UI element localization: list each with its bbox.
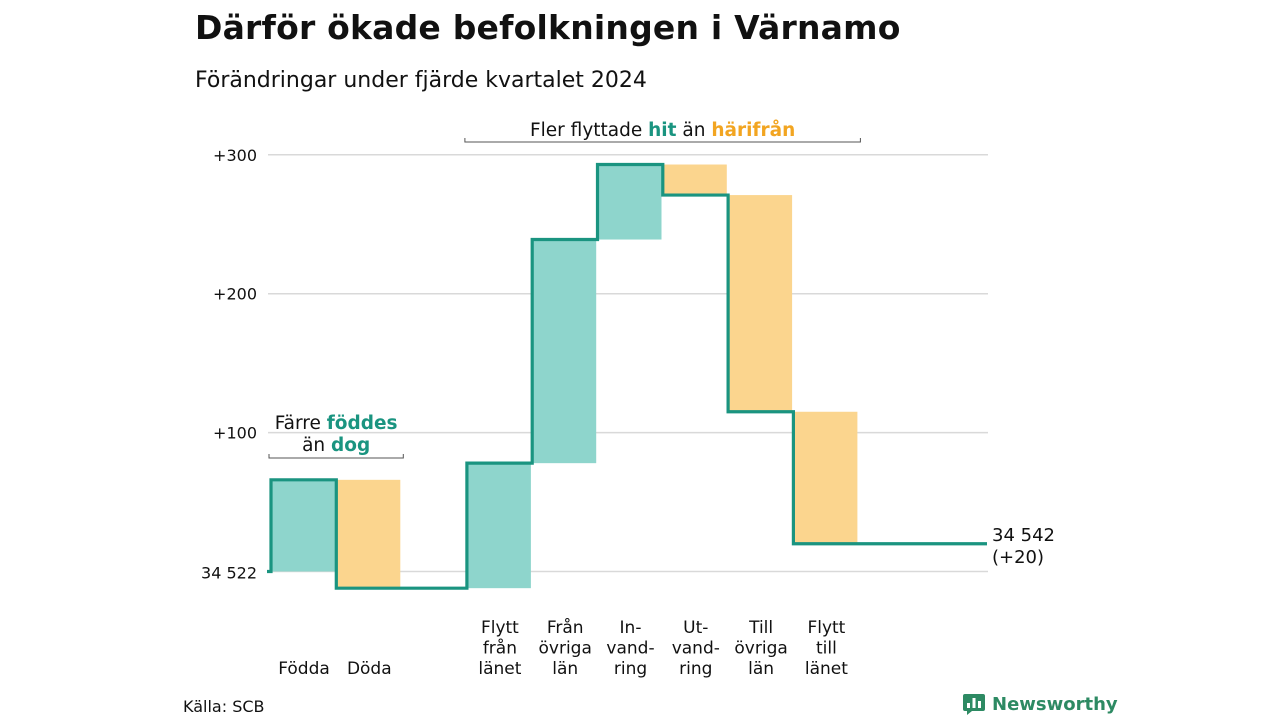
annotation-bracket [268, 454, 404, 459]
waterfall-bar [532, 239, 597, 464]
y-tick-label: +100 [213, 424, 257, 443]
category-label: övriga [734, 639, 787, 659]
category-label: länet [805, 659, 848, 679]
brand-name: Newsworthy [992, 693, 1118, 715]
category-label: Döda [347, 659, 392, 679]
y-tick-label: +300 [213, 146, 257, 165]
waterfall-bar [662, 164, 727, 196]
category-label: ring [679, 659, 712, 679]
end-value-label: (+20) [992, 547, 1044, 568]
waterfall-bar [271, 479, 335, 572]
annotation-text: Fler flyttade hit än härifrån [530, 119, 795, 141]
category-label: vand- [606, 639, 654, 659]
annotation-highlight-orange: härifrån [711, 119, 795, 141]
category-label: från [483, 638, 517, 659]
waterfall-step-line [267, 162, 987, 590]
waterfall-bar [336, 479, 401, 589]
annotation-text: Färre föddes [275, 413, 398, 434]
category-label: Födda [278, 659, 330, 679]
source-note: Källa: SCB [183, 697, 265, 716]
end-value-label: 34 542 [992, 525, 1055, 546]
newsworthy-chat-bars-icon [963, 694, 985, 715]
annotation-segment: än [676, 120, 711, 141]
brand-logo: Newsworthy [962, 692, 1118, 716]
category-label: vand- [672, 639, 720, 659]
category-label: länet [478, 659, 521, 679]
category-label: ring [614, 659, 647, 679]
category-label: övriga [539, 639, 592, 659]
annotation-highlight-green: hit [648, 120, 677, 141]
waterfall-bar [728, 195, 793, 412]
annotation-highlight-green: föddes [327, 413, 398, 434]
annotation-highlight-green: dog [331, 435, 370, 456]
category-label: län [748, 659, 774, 679]
category-label: län [552, 659, 578, 679]
category-label: Flytt [807, 618, 845, 638]
base-value-label: 34 522 [201, 564, 257, 583]
category-label: Till [748, 618, 773, 638]
annotation-bracket [464, 138, 861, 143]
chart-title: Därför ökade befolkningen i Värnamo [195, 8, 901, 47]
annotation-segment: Fler flyttade [530, 120, 648, 141]
y-tick-label: +200 [213, 285, 257, 304]
category-label: Ut- [683, 618, 708, 638]
annotation-segment: än [302, 435, 331, 456]
category-label: Flytt [481, 618, 519, 638]
waterfall-bar [793, 411, 858, 544]
waterfall-bar [466, 463, 531, 589]
category-label: Från [547, 617, 584, 638]
category-label: In- [620, 618, 642, 638]
annotation-text: än dog [302, 435, 370, 456]
waterfall-bar [597, 164, 662, 240]
chart-subtitle: Förändringar under fjärde kvartalet 2024 [195, 68, 647, 93]
annotation-segment: Färre [275, 413, 327, 434]
category-label: till [816, 639, 837, 659]
